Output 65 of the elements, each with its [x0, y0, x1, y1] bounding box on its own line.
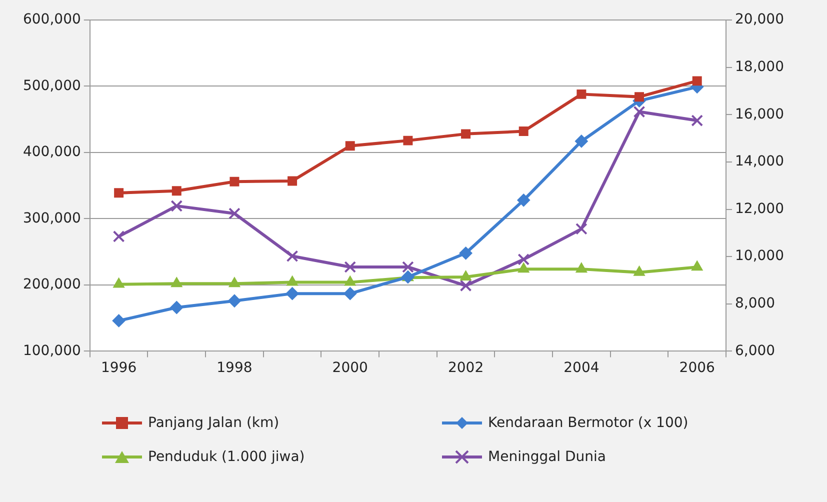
- legend-label: Meninggal Dunia: [488, 449, 606, 465]
- point: [692, 76, 702, 86]
- point: [575, 222, 588, 235]
- legend-label: Panjang Jalan (km): [148, 415, 280, 431]
- point: [344, 287, 357, 300]
- point: [286, 287, 299, 300]
- point: [634, 92, 644, 102]
- x-tick-label: 2004: [564, 360, 600, 376]
- y2-tick-label: 12,000: [735, 200, 784, 217]
- point: [574, 134, 588, 148]
- point: [286, 276, 298, 286]
- y-tick-label: 300,000: [22, 210, 81, 226]
- point: [402, 261, 414, 273]
- point: [344, 261, 356, 273]
- y-tick-label: 600,000: [22, 12, 81, 28]
- point: [288, 176, 298, 186]
- point: [113, 278, 125, 288]
- legend-label: Penduduk (1.000 jiwa): [148, 449, 305, 465]
- point: [518, 262, 530, 273]
- point: [228, 208, 240, 220]
- y2-tick-label: 20,000: [735, 12, 784, 28]
- x-tick-label: 2000: [332, 360, 368, 376]
- x-tick-label: 1996: [100, 360, 137, 376]
- y-tick-label: 500,000: [22, 78, 81, 94]
- point: [112, 230, 125, 242]
- point: [114, 188, 124, 198]
- point: [344, 276, 356, 286]
- point: [172, 186, 182, 196]
- point: [517, 194, 530, 207]
- point: [691, 260, 703, 271]
- point: [691, 114, 704, 126]
- y2-tick-label: 10,000: [735, 248, 784, 264]
- x-tick-label: 2006: [679, 360, 715, 376]
- y2-tick-label: 8,000: [735, 296, 776, 312]
- y-tick-label: 200,000: [22, 276, 81, 293]
- point: [230, 176, 240, 186]
- point: [228, 294, 241, 308]
- point: [461, 129, 471, 139]
- point: [459, 246, 472, 260]
- legend-label: Kendaraan Bermotor (x 100): [488, 415, 688, 431]
- point: [518, 126, 528, 136]
- point: [401, 270, 414, 284]
- y2-tick-label: 18,000: [735, 58, 784, 75]
- y2-tick-label: 16,000: [735, 106, 784, 122]
- y2-tick-label: 6,000: [735, 342, 776, 359]
- point: [634, 266, 645, 276]
- point: [576, 262, 588, 273]
- point: [170, 200, 183, 212]
- point: [170, 300, 184, 314]
- point: [403, 136, 413, 146]
- point: [112, 314, 126, 328]
- y-tick-label: 100,000: [22, 342, 81, 359]
- point: [228, 277, 240, 288]
- x-tick-label: 2002: [448, 360, 484, 376]
- point: [576, 89, 586, 99]
- y2-tick-label: 14,000: [735, 154, 784, 170]
- x-tick-label: 1998: [216, 360, 252, 376]
- point: [170, 277, 182, 288]
- point: [460, 280, 472, 292]
- point: [460, 270, 472, 281]
- point: [345, 141, 355, 151]
- point: [286, 250, 298, 262]
- point: [633, 106, 646, 118]
- y-tick-label: 400,000: [22, 144, 81, 160]
- point: [518, 253, 530, 266]
